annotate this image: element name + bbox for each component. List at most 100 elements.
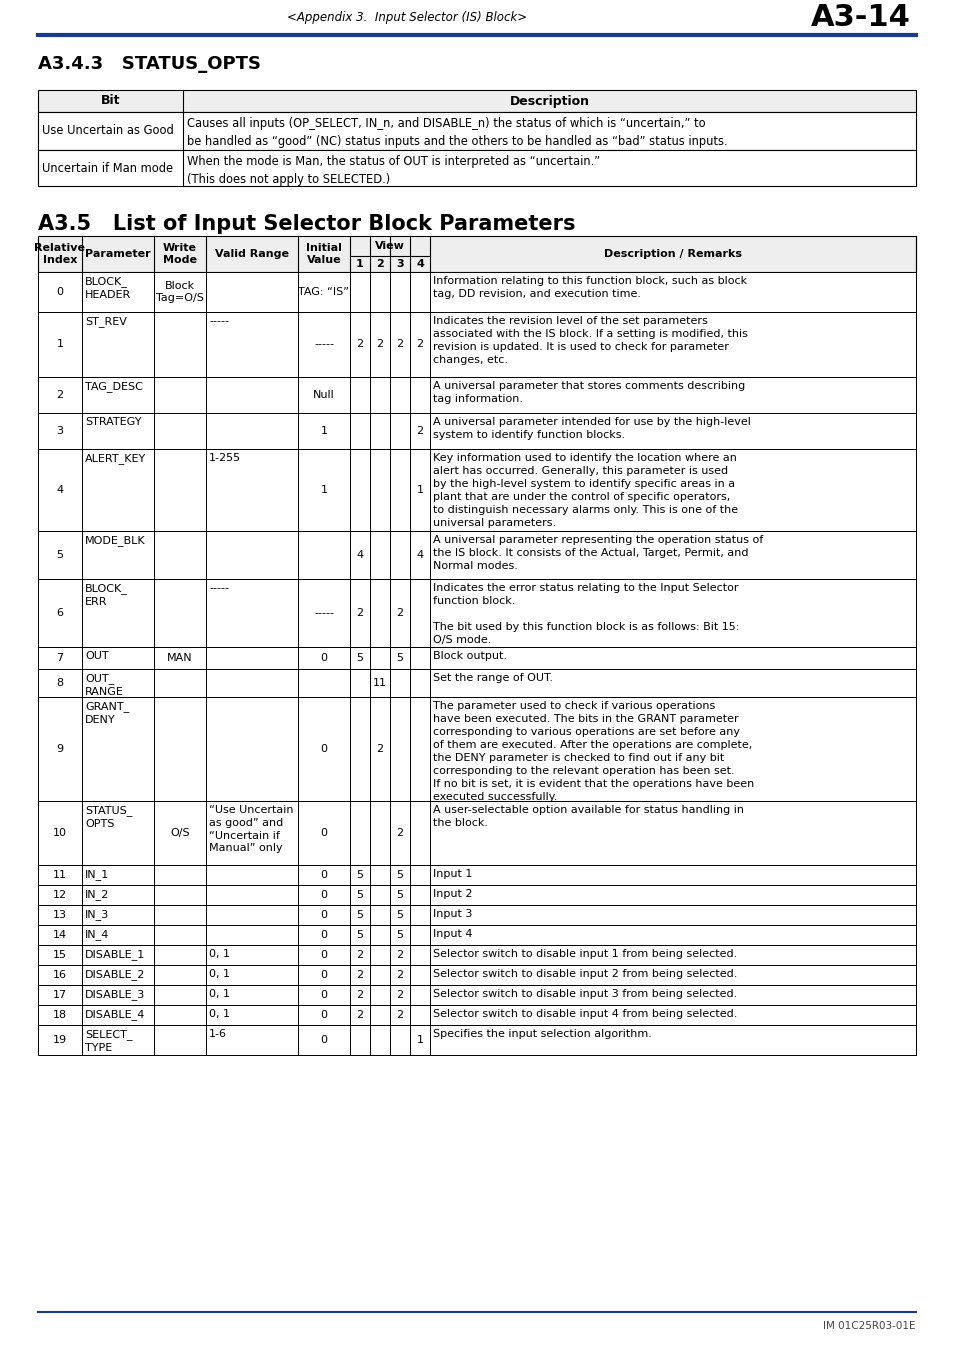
Bar — [38, 236, 915, 271]
Text: Selector switch to disable input 2 from being selected.: Selector switch to disable input 2 from … — [433, 969, 737, 979]
Text: DISABLE_3: DISABLE_3 — [85, 990, 145, 1000]
Text: 0: 0 — [320, 990, 327, 1000]
Text: -----: ----- — [314, 608, 334, 618]
Text: 0: 0 — [320, 971, 327, 980]
Text: 2: 2 — [416, 427, 423, 436]
Text: 2: 2 — [396, 971, 403, 980]
Bar — [38, 865, 915, 886]
Text: 7: 7 — [56, 653, 64, 663]
Text: 2: 2 — [396, 1010, 403, 1021]
Text: 5: 5 — [356, 869, 363, 880]
Text: Key information used to identify the location where an
alert has occurred. Gener: Key information used to identify the loc… — [433, 454, 738, 528]
Text: 0: 0 — [320, 910, 327, 919]
Text: MAN: MAN — [167, 653, 193, 663]
Text: A user-selectable option available for status handling in
the block.: A user-selectable option available for s… — [433, 805, 743, 828]
Text: Use Uncertain as Good: Use Uncertain as Good — [42, 124, 173, 138]
Bar — [38, 697, 915, 801]
Text: 15: 15 — [53, 950, 67, 960]
Text: 2: 2 — [396, 339, 403, 350]
Text: Indicates the error status relating to the Input Selector
function block.

The b: Indicates the error status relating to t… — [433, 583, 739, 645]
Text: 1: 1 — [320, 427, 327, 436]
Bar — [38, 965, 915, 986]
Bar — [38, 90, 915, 112]
Text: ST_REV: ST_REV — [85, 316, 127, 327]
Text: 0: 0 — [56, 288, 64, 297]
Text: Relative
Index: Relative Index — [34, 243, 86, 265]
Text: 13: 13 — [53, 910, 67, 919]
Text: 2: 2 — [396, 608, 403, 618]
Text: 0: 0 — [320, 950, 327, 960]
Text: MODE_BLK: MODE_BLK — [85, 535, 146, 545]
Text: 5: 5 — [396, 869, 403, 880]
Text: “Use Uncertain
as good” and
“Uncertain if
Manual” only: “Use Uncertain as good” and “Uncertain i… — [209, 805, 294, 853]
Text: 0: 0 — [320, 1010, 327, 1021]
Text: Selector switch to disable input 3 from being selected.: Selector switch to disable input 3 from … — [433, 990, 737, 999]
Text: IN_1: IN_1 — [85, 869, 110, 880]
Text: 5: 5 — [396, 890, 403, 900]
Bar — [38, 531, 915, 579]
Text: Write
Mode: Write Mode — [163, 243, 196, 265]
Text: 4: 4 — [416, 549, 423, 560]
Text: 9: 9 — [56, 744, 64, 755]
Text: OUT_
RANGE: OUT_ RANGE — [85, 674, 124, 697]
Text: 2: 2 — [375, 259, 383, 269]
Text: 0: 0 — [320, 828, 327, 838]
Text: 19: 19 — [52, 1035, 67, 1045]
Text: A3.5   List of Input Selector Block Parameters: A3.5 List of Input Selector Block Parame… — [38, 215, 575, 234]
Text: Selector switch to disable input 1 from being selected.: Selector switch to disable input 1 from … — [433, 949, 737, 958]
Text: IM 01C25R03-01E: IM 01C25R03-01E — [822, 1322, 915, 1331]
Text: STRATEGY: STRATEGY — [85, 417, 141, 427]
Text: 2: 2 — [356, 339, 363, 350]
Text: Specifies the input selection algorithm.: Specifies the input selection algorithm. — [433, 1029, 651, 1040]
Text: Null: Null — [313, 390, 335, 400]
Text: Set the range of OUT.: Set the range of OUT. — [433, 674, 553, 683]
Bar — [38, 904, 915, 925]
Bar — [38, 1004, 915, 1025]
Bar — [38, 579, 915, 647]
Text: 6: 6 — [56, 608, 64, 618]
Text: 2: 2 — [56, 390, 64, 400]
Text: TAG_DESC: TAG_DESC — [85, 381, 143, 392]
Text: OUT: OUT — [85, 651, 109, 661]
Text: BLOCK_
HEADER: BLOCK_ HEADER — [85, 275, 132, 300]
Text: 4: 4 — [416, 259, 423, 269]
Text: 12: 12 — [52, 890, 67, 900]
Text: DISABLE_1: DISABLE_1 — [85, 949, 145, 960]
Text: 0, 1: 0, 1 — [209, 990, 230, 999]
Text: 4: 4 — [56, 485, 64, 495]
Bar — [38, 112, 915, 150]
Text: 0: 0 — [320, 930, 327, 940]
Text: IN_4: IN_4 — [85, 929, 110, 940]
Text: 1: 1 — [320, 485, 327, 495]
Text: Description: Description — [509, 95, 589, 108]
Text: Valid Range: Valid Range — [214, 248, 289, 259]
Text: 16: 16 — [53, 971, 67, 980]
Text: 0: 0 — [320, 1035, 327, 1045]
Text: A3.4.3   STATUS_OPTS: A3.4.3 STATUS_OPTS — [38, 55, 261, 73]
Text: 5: 5 — [356, 890, 363, 900]
Text: 14: 14 — [52, 930, 67, 940]
Text: 1: 1 — [355, 259, 363, 269]
Text: 5: 5 — [396, 653, 403, 663]
Text: 1: 1 — [56, 339, 64, 350]
Text: View: View — [375, 242, 404, 251]
Bar — [38, 670, 915, 697]
Text: 1: 1 — [416, 1035, 423, 1045]
Bar — [38, 945, 915, 965]
Text: 2: 2 — [376, 744, 383, 755]
Text: Causes all inputs (OP_SELECT, IN_n, and DISABLE_n) the status of which is “uncer: Causes all inputs (OP_SELECT, IN_n, and … — [187, 117, 727, 147]
Text: Information relating to this function block, such as block
tag, DD revision, and: Information relating to this function bl… — [433, 275, 746, 300]
Bar — [38, 377, 915, 413]
Text: 8: 8 — [56, 678, 64, 688]
Text: Bit: Bit — [101, 95, 120, 108]
Text: Parameter: Parameter — [85, 248, 151, 259]
Text: 2: 2 — [376, 339, 383, 350]
Text: 3: 3 — [56, 427, 64, 436]
Text: A universal parameter intended for use by the high-level
system to identify func: A universal parameter intended for use b… — [433, 417, 750, 440]
Text: 0, 1: 0, 1 — [209, 949, 230, 958]
Text: 0: 0 — [320, 890, 327, 900]
Text: IN_2: IN_2 — [85, 890, 110, 900]
Text: IN_3: IN_3 — [85, 909, 110, 919]
Bar — [38, 312, 915, 377]
Text: 5: 5 — [396, 930, 403, 940]
